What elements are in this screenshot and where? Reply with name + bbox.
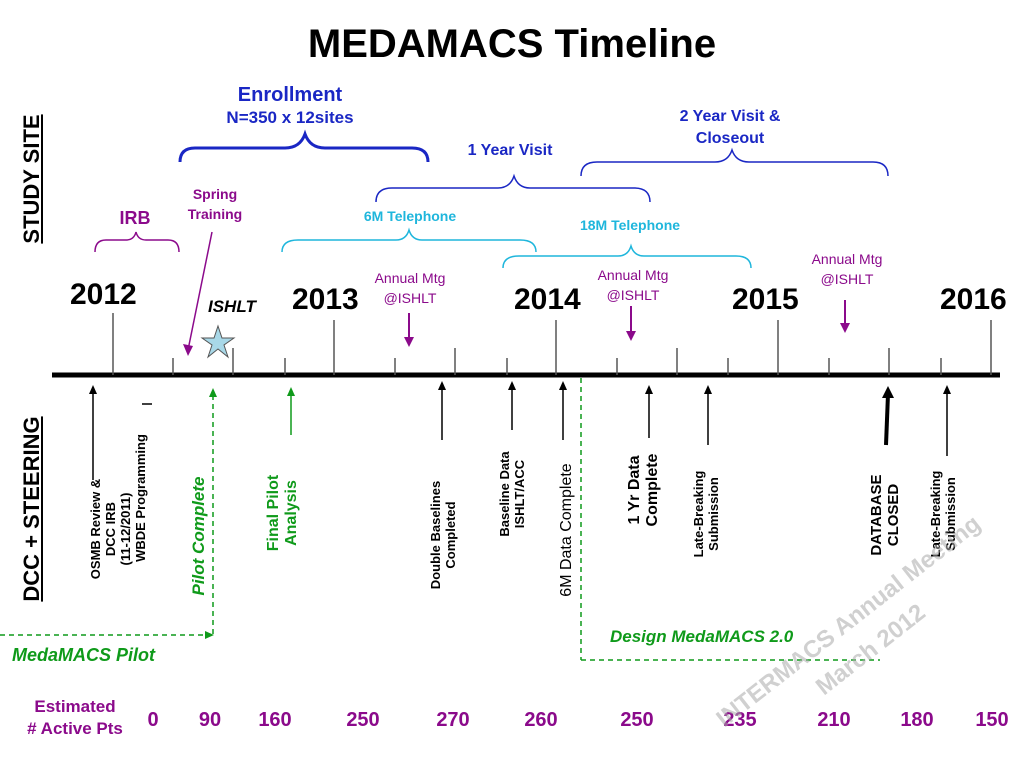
- annual-mtg-arrows: [404, 300, 850, 347]
- one-year-data-line-1: 1 Yr Data: [626, 455, 643, 525]
- spring-training-arrow-head: [183, 344, 193, 356]
- estimated-label-2: # Active Pts: [27, 719, 123, 738]
- baseline-data-label: Baseline Data ISHLT/ACC: [497, 439, 538, 549]
- enrollment-label: Enrollment: [237, 84, 343, 106]
- annual-mtg-2015-label-1: Annual Mtg: [811, 251, 883, 267]
- dcc-steering-label: DCC + STEERING: [19, 416, 44, 602]
- database-closed-line-2: CLOSED: [885, 483, 903, 547]
- baseline-data-line-2: ISHLT/ACC: [511, 459, 527, 529]
- year-2015: 2015: [732, 283, 799, 316]
- two-year-visit-label-1: 2 Year Visit &: [679, 108, 781, 125]
- one-year-brace: [375, 173, 651, 203]
- one-year-data-complete-label: 1 Yr Data Complete: [626, 440, 670, 540]
- annual-mtg-2013-label-2: @ISHLT: [383, 290, 437, 306]
- design-medamacs-label: Design MedaMACS 2.0: [610, 627, 794, 646]
- estimated-value: 180: [900, 709, 934, 731]
- late-breaking-2014-line-2: Submission: [705, 477, 721, 551]
- enrollment-n-label: N=350 x 12sites: [226, 108, 354, 127]
- year-2014: 2014: [514, 283, 581, 316]
- estimated-value: 235: [723, 709, 757, 731]
- ishlt-label: ISHLT: [208, 297, 256, 316]
- one-year-data-line-2: Complete: [644, 453, 662, 527]
- irb-brace: [94, 231, 180, 253]
- annual-mtg-2013-label-1: Annual Mtg: [374, 270, 446, 286]
- irb-label: IRB: [119, 208, 151, 228]
- estimated-value: 160: [258, 709, 292, 731]
- year-2012: 2012: [70, 278, 137, 311]
- spring-training-label-2: Training: [187, 206, 243, 222]
- eighteen-month-telephone-label: 18M Telephone: [579, 217, 681, 233]
- database-closed-label: DATABASE CLOSED: [868, 465, 912, 565]
- two-year-visit-label-2: Closeout: [695, 130, 765, 147]
- estimated-value: 250: [346, 709, 380, 731]
- spring-training-label-1: Spring: [192, 186, 238, 202]
- final-pilot-line-1: Final Pilot: [265, 474, 282, 552]
- final-pilot-analysis-label: Final Pilot Analysis: [265, 453, 309, 573]
- pilot-complete-label: Pilot Complete: [189, 476, 208, 596]
- timeline-ticks: [112, 313, 992, 375]
- six-month-telephone-label: 6M Telephone: [363, 208, 457, 224]
- six-month-brace: [281, 227, 537, 253]
- ishlt-star-icon: [200, 324, 236, 359]
- late-breaking-2014-label: Late-Breaking Submission: [691, 454, 732, 574]
- osmb-line-1: OSMB Review &: [88, 478, 103, 580]
- double-baselines-line-2: Completed: [442, 501, 458, 569]
- estimated-value: 0: [147, 709, 159, 731]
- study-site-label: STUDY SITE: [19, 114, 44, 244]
- medamacs-pilot-label: MedaMACS Pilot: [12, 645, 156, 665]
- estimated-value: 210: [817, 709, 851, 731]
- baseline-data-line-1: Baseline Data: [497, 451, 512, 537]
- page-title: MEDAMACS Timeline: [307, 22, 717, 66]
- six-month-data-complete-label: 6M Data Complete: [558, 463, 575, 597]
- estimated-label-1: Estimated: [34, 697, 116, 716]
- estimated-value: 260: [524, 709, 558, 731]
- milestone-arrows: [89, 381, 951, 480]
- final-pilot-line-2: Analysis: [283, 480, 301, 546]
- eighteen-month-brace: [502, 243, 752, 269]
- database-closed-line-1: DATABASE: [868, 474, 885, 556]
- estimated-value: 270: [436, 709, 470, 731]
- one-year-visit-label: 1 Year Visit: [467, 142, 553, 159]
- osmb-line-3: (11-12/2011): [117, 492, 133, 566]
- annual-mtg-2014-label-2: @ISHLT: [606, 287, 660, 303]
- year-2013: 2013: [292, 283, 359, 316]
- late-breaking-2014-line-1: Late-Breaking: [691, 470, 706, 558]
- wbde-programming-label: WBDE Programming: [133, 434, 148, 562]
- osmb-line-2: DCC IRB: [102, 501, 118, 557]
- db-closed-arrow: [884, 393, 890, 446]
- annual-mtg-2015-label-2: @ISHLT: [820, 271, 874, 287]
- enrollment-brace: [178, 129, 430, 163]
- annual-mtg-2014-label-1: Annual Mtg: [597, 267, 669, 283]
- estimated-value: 90: [198, 709, 222, 731]
- year-2016: 2016: [940, 283, 1007, 316]
- double-baselines-line-1: Double Baselines: [428, 480, 443, 590]
- double-baselines-label: Double Baselines Completed: [428, 460, 469, 610]
- estimated-value: 250: [620, 709, 654, 731]
- two-year-brace: [580, 147, 889, 177]
- estimated-value: 150: [975, 709, 1009, 731]
